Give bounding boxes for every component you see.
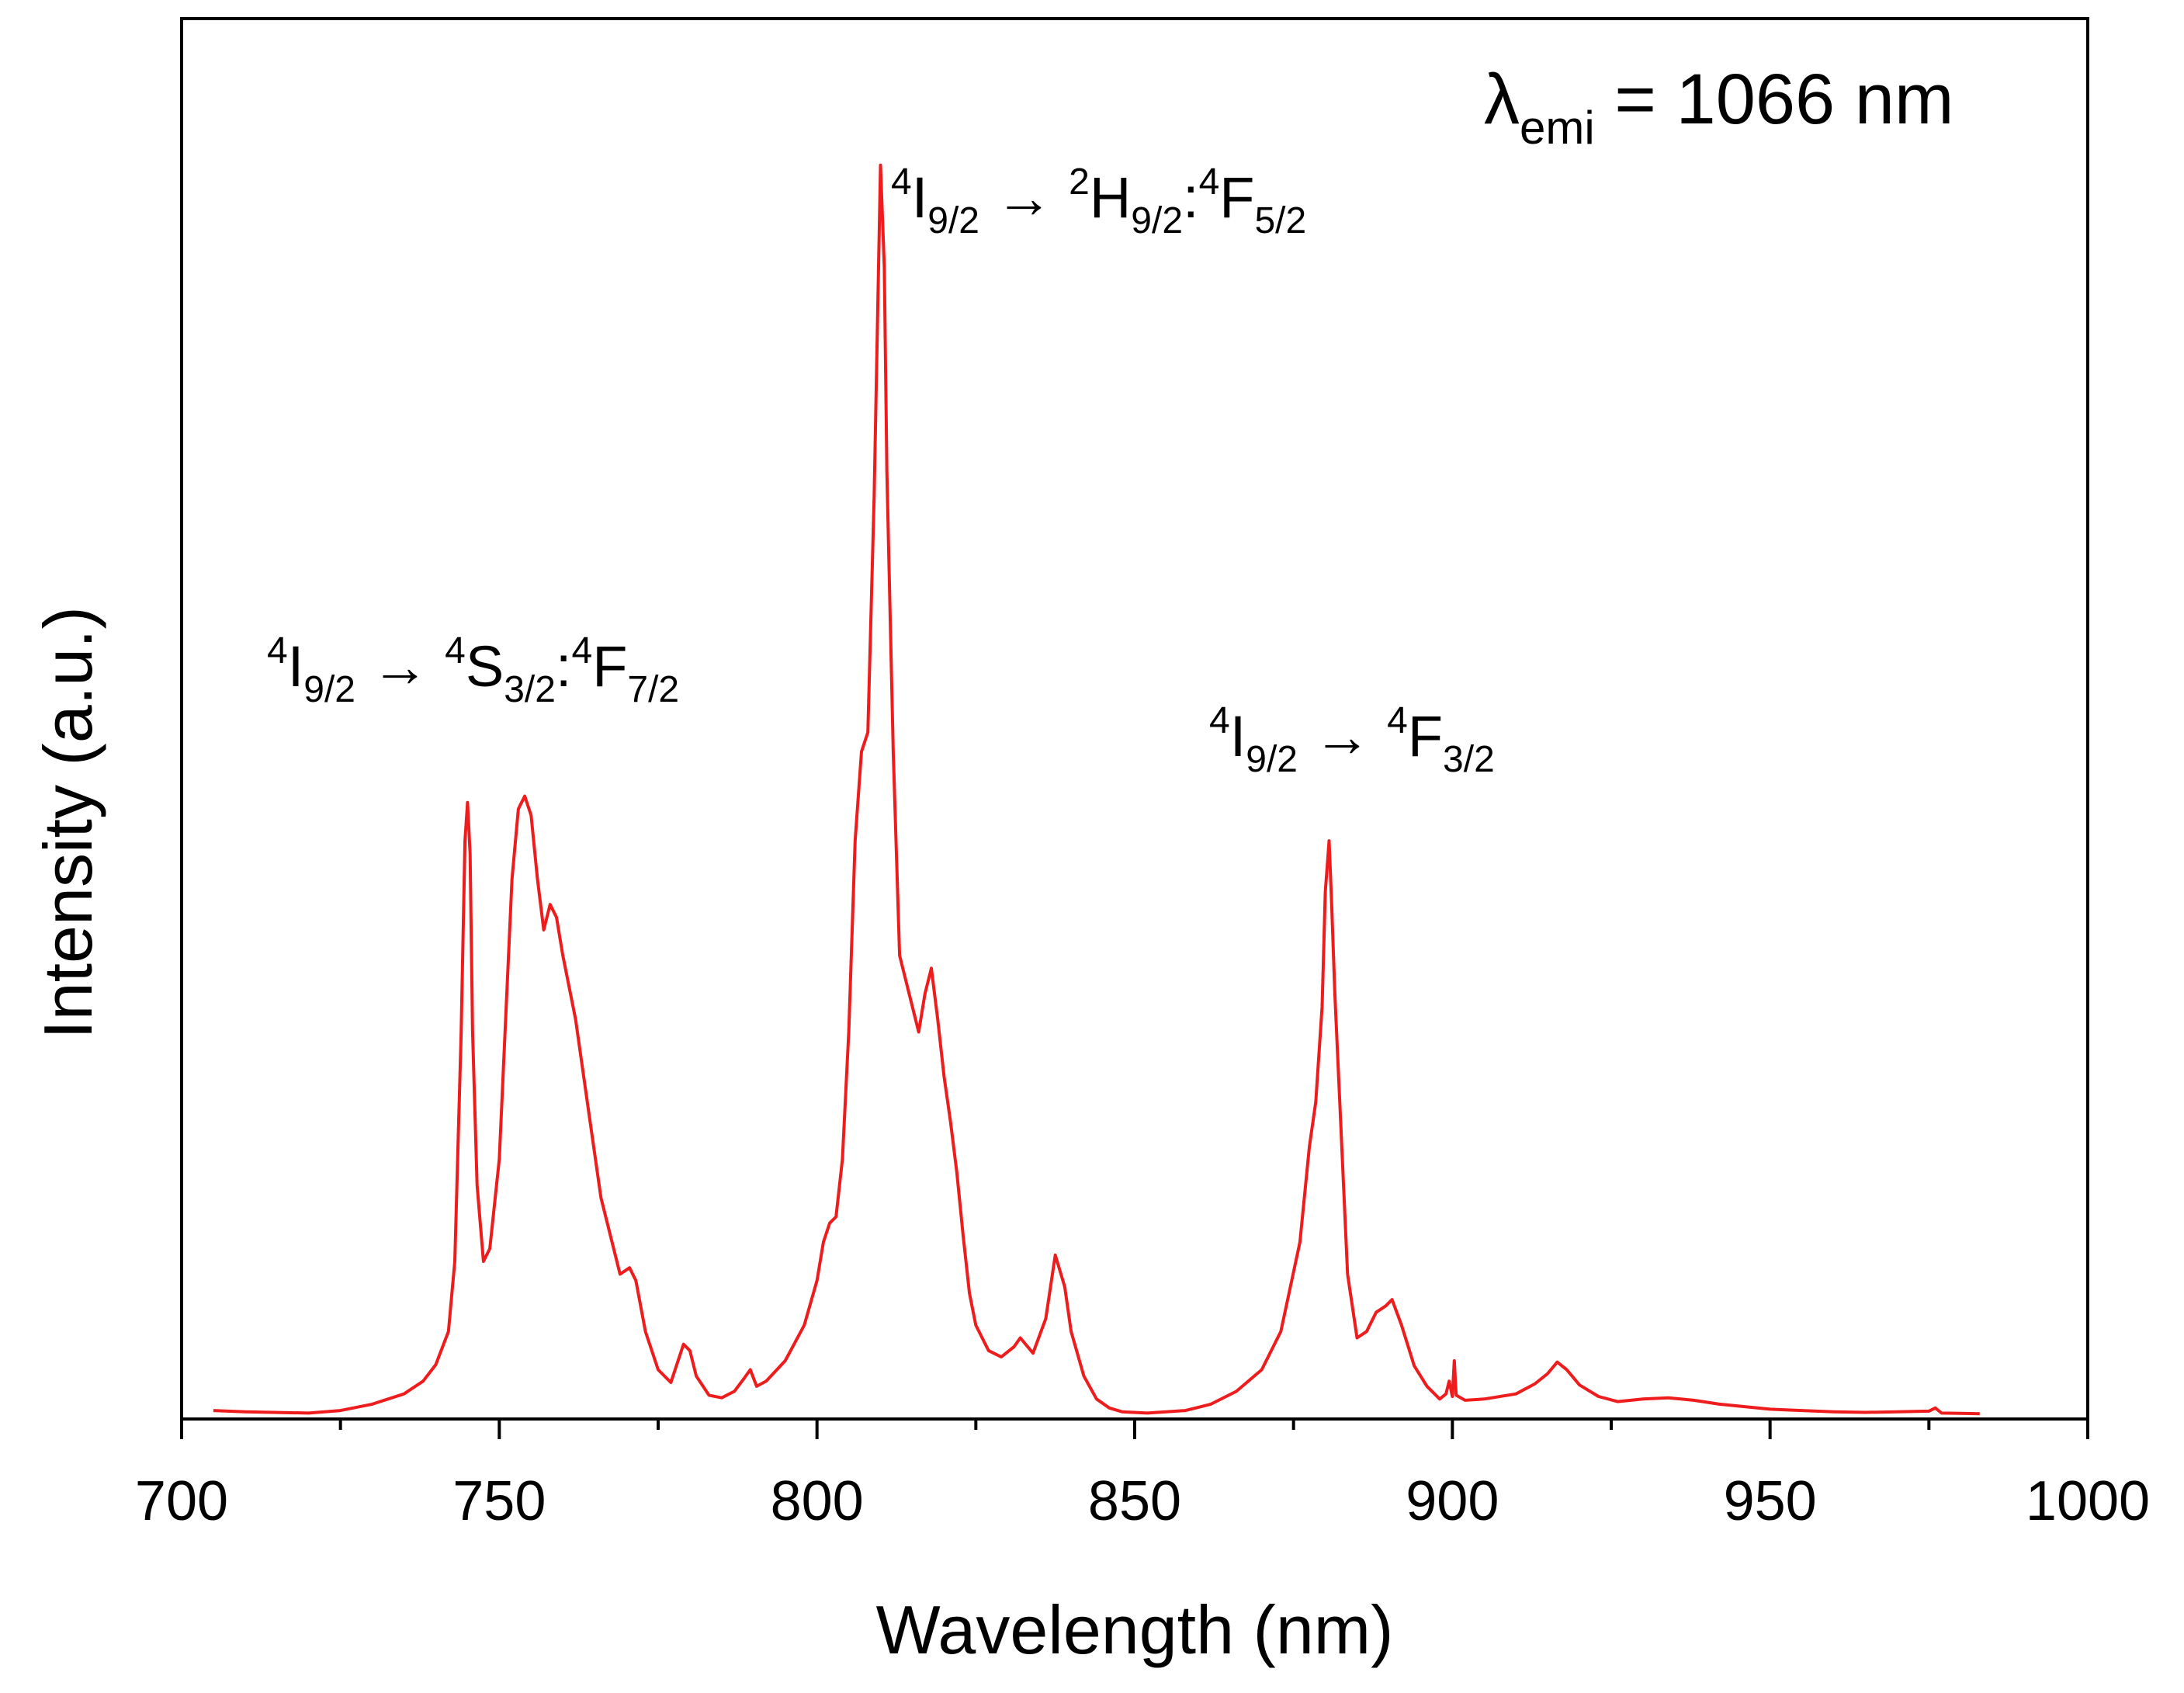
arrow-icon: → [1298,704,1388,768]
emission-wavelength-label: λemi = 1066 nm [1484,64,1954,151]
transition-label-f32: 4I9/2 → 4F3/2 [1209,700,1495,780]
x-axis-title: Wavelength (nm) [876,1591,1394,1668]
x-axis-ticks [180,1419,2089,1439]
arrow-icon: → [355,634,445,699]
lambda-symbol: λ [1484,60,1520,139]
transition-label-h92-f52: 4I9/2 → 2H9/2:4F5/2 [891,161,1307,241]
transition-label-s32-f72: 4I9/2 → 4S3/2:4F7/2 [267,630,680,710]
x-tick-label: 750 [452,1470,546,1532]
x-tick-label: 900 [1406,1470,1499,1532]
x-tick-label: 1000 [2026,1470,2150,1532]
lambda-value: = 1066 nm [1594,60,1954,139]
lambda-subscript: emi [1520,102,1595,154]
x-tick-label: 850 [1088,1470,1181,1532]
x-tick-label: 800 [771,1470,864,1532]
x-axis-tick-labels: 700 750 800 850 900 950 1000 [135,1470,2150,1532]
x-tick-label: 950 [1724,1470,1817,1532]
y-axis-title: Intensity (a.u.) [29,606,106,1039]
series-group [213,163,1980,1416]
x-tick-label: 700 [135,1470,228,1532]
series-line [213,163,1980,1416]
arrow-icon: → [979,165,1069,230]
